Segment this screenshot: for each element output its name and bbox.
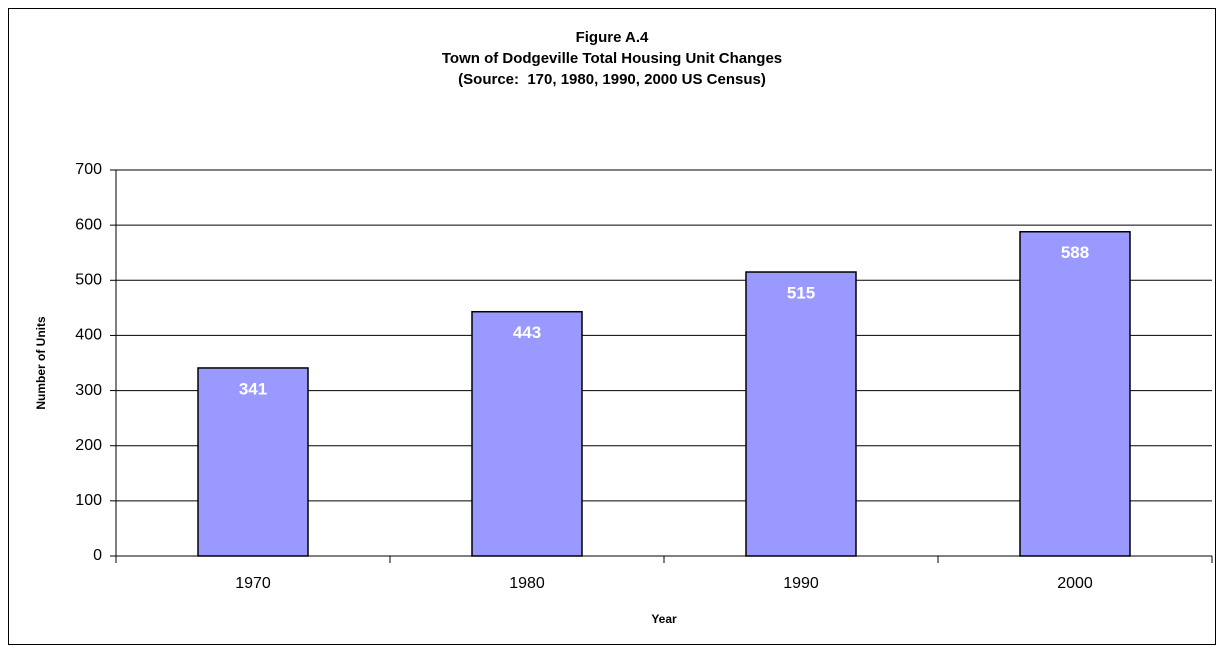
bar <box>745 271 857 557</box>
x-tick-label: 1970 <box>235 575 271 592</box>
x-tick-label: 1980 <box>509 575 545 592</box>
chart-title: Town of Dodgeville Total Housing Unit Ch… <box>442 50 782 67</box>
value-label: 588 <box>1061 243 1089 262</box>
x-axis-title: Year <box>651 612 677 626</box>
chart-title: (Source: 170, 1980, 1990, 2000 US Census… <box>458 71 766 88</box>
bar <box>1019 231 1131 557</box>
chart-title: Figure A.4 <box>576 29 649 46</box>
y-tick-label: 200 <box>75 437 102 454</box>
y-tick-label: 700 <box>75 161 102 178</box>
y-tick-label: 100 <box>75 492 102 509</box>
x-tick-label: 1990 <box>783 575 819 592</box>
y-axis-title: Number of Units <box>34 316 48 410</box>
value-label: 341 <box>239 379 267 398</box>
y-tick-label: 400 <box>75 327 102 344</box>
y-tick-label: 600 <box>75 216 102 233</box>
bar <box>471 310 583 557</box>
value-label: 443 <box>513 323 541 342</box>
x-tick-label: 2000 <box>1057 575 1093 592</box>
y-tick-label: 0 <box>93 547 102 564</box>
y-tick-label: 500 <box>75 272 102 289</box>
value-label: 515 <box>787 283 815 302</box>
y-tick-label: 300 <box>75 382 102 399</box>
